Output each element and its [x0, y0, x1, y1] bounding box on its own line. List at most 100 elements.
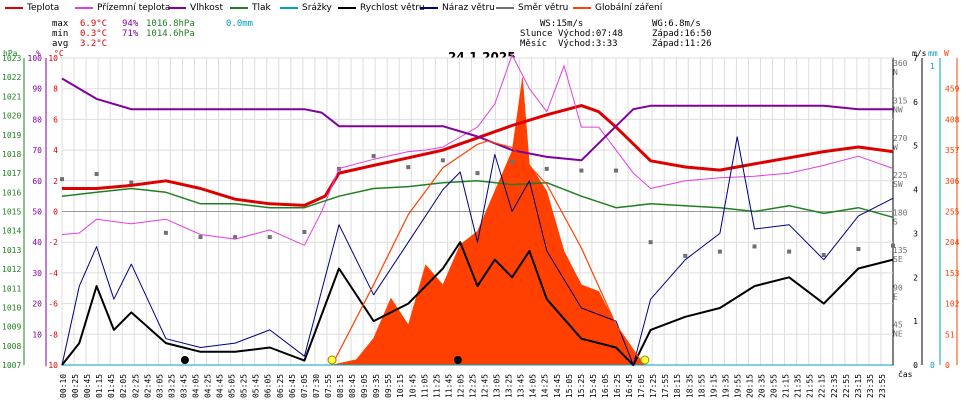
legend-wind-dir-label: Směr větru: [518, 3, 569, 13]
time-tick: 16:05: [601, 374, 610, 398]
stat-label-min: min: [52, 29, 69, 39]
hpa-tick: 1011: [2, 284, 21, 293]
pct-tick: 60: [32, 177, 42, 186]
time-tick: 22:55: [842, 374, 851, 398]
stat-temp-max: 6.9°C: [80, 19, 108, 29]
dir-tick-letter: E: [893, 292, 898, 301]
wind-direction-point: [406, 165, 411, 170]
legend-temp: Teplota: [5, 3, 59, 13]
time-tick: 23:35: [866, 374, 875, 398]
ms-tick: 4: [913, 186, 918, 195]
sunset-marker: [640, 355, 650, 365]
ms-tick: 2: [913, 273, 918, 282]
time-tick: 13:45: [517, 374, 526, 398]
time-tick: 21:35: [794, 374, 803, 398]
hpa-tick: 1008: [2, 342, 21, 351]
stats-humidity: 94% 71%: [122, 19, 138, 39]
time-tick: 18:15: [673, 374, 682, 398]
time-tick: 17:25: [649, 374, 658, 398]
stat-rain-max: 0.0mm: [226, 19, 254, 29]
time-tick: 08:45: [348, 374, 357, 398]
time-tick: 04:05: [191, 374, 200, 398]
hpa-tick: 1023: [2, 54, 21, 63]
time-tick: 02:45: [143, 374, 152, 398]
time-tick: 21:55: [806, 374, 815, 398]
wind-direction-point: [371, 154, 376, 159]
stat-temp-min: 0.3°C: [80, 29, 108, 39]
degc-tick: 10: [48, 54, 58, 63]
w-tick: 51: [945, 330, 955, 339]
time-tick: 20:15: [745, 374, 754, 398]
stat-hum-min: 71%: [122, 29, 139, 39]
time-tick: 11:45: [444, 374, 453, 398]
w-tick: 459: [945, 85, 960, 94]
pct-tick: 90: [32, 85, 42, 94]
time-tick: 00:10: [59, 374, 68, 398]
degc-tick: -10: [44, 361, 59, 370]
series-Náraz-větru: [61, 136, 894, 366]
mm-unit: mm: [928, 49, 938, 58]
dir-tick-letter: NW: [893, 105, 903, 114]
pct-tick: 50: [32, 208, 42, 217]
dir-tick-deg: 270: [893, 134, 908, 143]
legend-wind-dir-swatch: [496, 6, 514, 9]
time-tick: 02:25: [131, 374, 140, 398]
pct-tick: 10: [32, 330, 42, 339]
degc-tick: 2: [53, 177, 58, 186]
hpa-tick: 1013: [2, 246, 21, 255]
degc-tick: 8: [53, 85, 58, 94]
series-Vlhkost: [61, 77, 893, 162]
dir-tick-deg: 180: [893, 209, 908, 218]
time-tick: 15:45: [589, 374, 598, 398]
pct-tick: 80: [32, 115, 42, 124]
wind-direction-point: [60, 177, 64, 182]
stat-label-max: max: [52, 19, 69, 29]
legend-temp-label: Teplota: [27, 3, 60, 13]
time-tick: 03:05: [155, 374, 164, 398]
time-tick: 11:25: [432, 374, 441, 398]
w-tick: 255: [945, 208, 960, 217]
dir-tick-letter: SW: [893, 180, 903, 189]
legend-wind-gust-swatch: [420, 6, 438, 9]
stats-sun-moon-2: WG:6.8m/s Západ:16:50 Západ:11:26: [652, 19, 712, 49]
time-tick: 20:35: [758, 374, 767, 398]
series-Tlak: [61, 180, 894, 219]
radiation-area: [332, 77, 645, 366]
time-tick: 14:45: [553, 374, 562, 398]
w-tick: 102: [945, 300, 960, 309]
ms-tick: 3: [913, 229, 918, 238]
degc-tick: 4: [53, 146, 58, 155]
hpa-tick: 1007: [2, 361, 21, 370]
wind-direction-point: [510, 160, 515, 165]
stats-pressure: 1016.8hPa 1014.6hPa: [146, 19, 195, 39]
time-tick: 14:05: [529, 374, 538, 398]
wind-direction-point: [233, 235, 238, 240]
time-tick: 06:45: [288, 374, 297, 398]
time-tick: 22:35: [830, 374, 839, 398]
time-tick: 19:15: [709, 374, 718, 398]
legend-radiation-label: Globální záření: [595, 3, 663, 13]
moon-rise: Východ:3:33: [557, 39, 618, 49]
wind-direction-point: [475, 171, 480, 176]
legend-wind-gust: Náraz větru: [420, 3, 495, 13]
wind-direction-point: [302, 229, 307, 234]
sun-set: Západ:16:50: [652, 29, 712, 39]
dir-tick-letter: NE: [893, 330, 903, 339]
legend-rain: Srážky: [280, 3, 332, 13]
ms-tick: 5: [913, 142, 918, 151]
degc-unit: °C: [54, 49, 64, 58]
time-tick: 15:25: [577, 374, 586, 398]
stat-wg: WG:6.8m/s: [652, 19, 701, 29]
w-tick: 0: [945, 361, 950, 370]
ms-unit: m/s: [912, 49, 927, 58]
dir-tick-deg: 360: [893, 59, 908, 68]
hpa-tick: 1018: [2, 150, 21, 159]
wind-direction-point: [648, 240, 653, 245]
degc-tick: -8: [48, 330, 58, 339]
time-tick: 12:25: [468, 374, 477, 398]
degc-tick: 6: [53, 115, 58, 124]
wind-direction-point: [163, 230, 168, 235]
stats-labels: max min avg: [52, 19, 68, 49]
hpa-tick: 1012: [2, 265, 21, 274]
